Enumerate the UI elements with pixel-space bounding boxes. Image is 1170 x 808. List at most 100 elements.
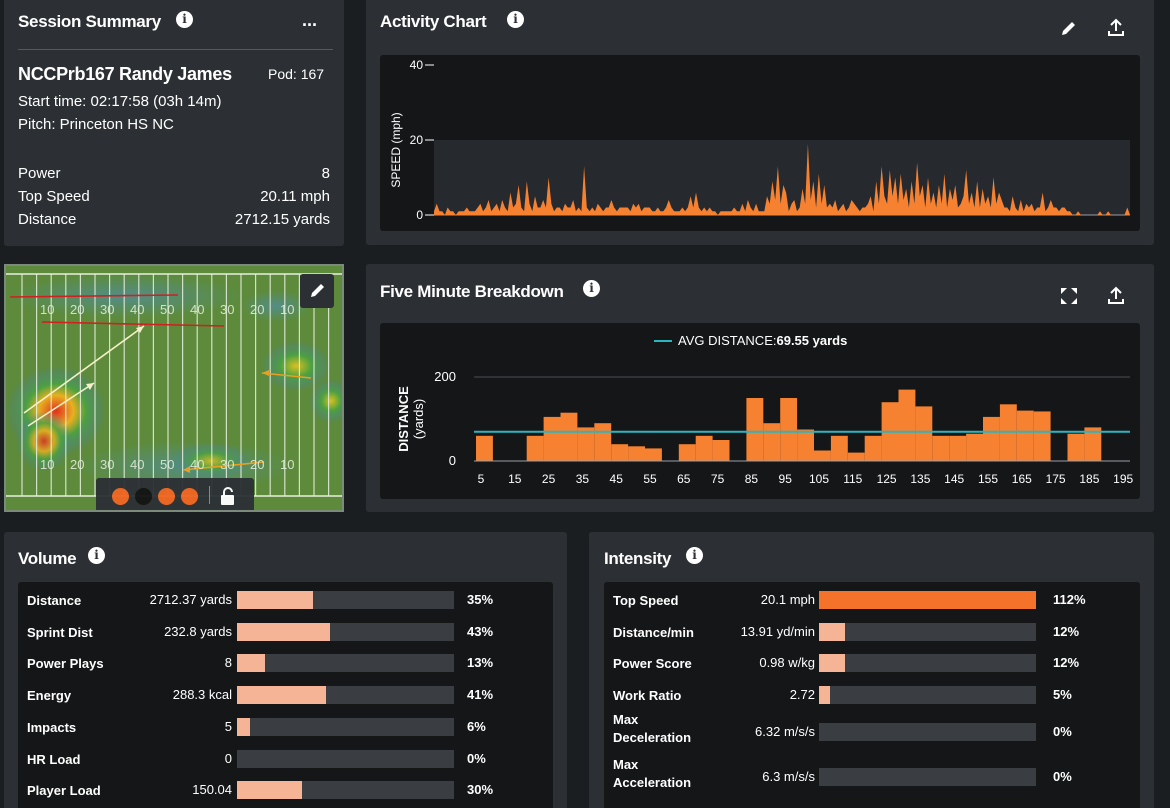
distance-bar[interactable] <box>949 435 967 461</box>
metric-row: Distance/min 13.91 yd/min 12% <box>604 616 1140 646</box>
metric-bar-fill <box>237 622 331 641</box>
metric-bar-fill <box>237 654 266 673</box>
distance-bar[interactable] <box>678 444 696 461</box>
intensity-title: Intensity <box>604 549 672 568</box>
metric-bar <box>819 722 1036 741</box>
x-tick-label: 145 <box>944 472 964 486</box>
distance-bar[interactable] <box>780 398 798 461</box>
metric-percent: 13% <box>467 655 494 671</box>
export-icon[interactable] <box>1105 17 1127 39</box>
distance-bar[interactable] <box>712 440 730 461</box>
player-dot[interactable] <box>112 488 129 505</box>
distance-bar[interactable] <box>645 448 662 461</box>
volume-card: Volume i Distance 2712.37 yards 35% Sprint … <box>4 532 567 808</box>
yard-number: 40 <box>190 302 205 317</box>
distance-bar[interactable] <box>594 423 612 461</box>
distance-bar[interactable] <box>628 446 645 461</box>
distance-bar[interactable] <box>476 435 493 461</box>
y-axis-label-line2: (yards) <box>411 399 426 439</box>
metric-label-line: Max <box>613 711 639 727</box>
metric-value: 8 <box>224 655 232 671</box>
metric-bar-fill <box>819 686 830 705</box>
metric-value: 288.3 kcal <box>172 687 232 703</box>
yard-number: 40 <box>130 302 145 317</box>
metric-row: Energy 288.3 kcal 41% <box>18 679 553 709</box>
distance-bar[interactable] <box>983 416 1000 461</box>
distance-bar[interactable] <box>814 450 831 462</box>
x-tick-label: 15 <box>508 472 522 486</box>
five-minute-card: Five Minute Breakdown i AVG DISTANCE: 69… <box>366 264 1154 512</box>
info-icon[interactable]: i <box>88 547 105 564</box>
yard-number: 40 <box>190 457 205 472</box>
distance-bar[interactable] <box>577 427 595 461</box>
distance-bar[interactable] <box>830 435 848 461</box>
distance-bar[interactable] <box>932 435 950 461</box>
info-icon[interactable]: i <box>583 280 600 297</box>
distance-bar[interactable] <box>763 423 781 461</box>
expand-icon[interactable] <box>1058 285 1080 307</box>
distance-bar[interactable] <box>847 452 865 461</box>
divider <box>209 486 210 504</box>
stat-power: Power 8 <box>18 165 330 182</box>
edit-field-button[interactable] <box>300 274 334 308</box>
field-heatmap[interactable]: 10 20 30 40 50 40 30 20 10 10 20 30 40 50 40 30 20 10 <box>4 264 344 512</box>
stat-value: 8 <box>321 165 330 182</box>
activity-chart-title: Activity Chart <box>380 12 487 31</box>
distance-bar[interactable] <box>1084 427 1102 461</box>
more-options-button[interactable]: ... <box>302 10 318 30</box>
distance-bar[interactable] <box>746 398 764 461</box>
x-tick-label: 25 <box>542 472 556 486</box>
five-minute-title: Five Minute Breakdown <box>380 282 564 301</box>
metric-bar-fill <box>237 591 313 609</box>
distance-bar[interactable] <box>1033 411 1051 461</box>
player-dot[interactable] <box>135 488 152 505</box>
unlock-icon[interactable] <box>218 486 238 506</box>
metric-percent: 30% <box>467 782 494 798</box>
yard-number: 40 <box>130 457 145 472</box>
intensity-card: Intensity i Top Speed 20.1 mph 112% Distanc… <box>589 532 1154 808</box>
metric-value: 6.32 m/s/s <box>755 723 815 739</box>
pitch: Pitch: Princeton HS NC <box>18 116 174 133</box>
info-icon[interactable]: i <box>176 11 193 28</box>
distance-bar[interactable] <box>695 435 713 461</box>
metric-percent: 0% <box>1053 723 1072 739</box>
distance-bar[interactable] <box>526 435 544 461</box>
speed-series <box>434 143 1130 215</box>
distance-bar[interactable] <box>864 435 882 461</box>
distance-bar[interactable] <box>560 412 578 461</box>
distance-bar[interactable] <box>966 433 983 461</box>
yard-number: 10 <box>40 457 55 472</box>
metric-row: Player Load 150.04 30% <box>18 774 553 804</box>
metric-percent: 41% <box>467 687 494 703</box>
export-icon[interactable] <box>1105 285 1127 307</box>
x-tick-label: 175 <box>1046 472 1066 486</box>
yard-number: 30 <box>220 302 235 317</box>
metric-value: 232.8 yards <box>164 623 232 639</box>
info-icon[interactable]: i <box>686 547 703 564</box>
x-tick-label: 195 <box>1113 472 1133 486</box>
metric-label: Work Ratio <box>613 688 682 704</box>
y-tick-label: 40 <box>410 58 424 72</box>
metric-label: Player Load <box>27 783 101 799</box>
distance-bar[interactable] <box>611 444 629 461</box>
distance-bar[interactable] <box>797 429 814 462</box>
metric-bar-fill <box>237 686 326 705</box>
yard-number: 10 <box>40 302 55 317</box>
player-dot[interactable] <box>181 488 198 505</box>
y-axis-label: DISTANCE (yards) <box>396 386 426 452</box>
metric-bar <box>819 591 1036 609</box>
edit-icon[interactable] <box>1058 17 1080 39</box>
player-dot-bar <box>96 478 254 510</box>
info-icon[interactable]: i <box>507 11 524 28</box>
distance-bar[interactable] <box>1067 433 1085 461</box>
metric-label-line: Max <box>613 756 639 772</box>
metric-label: Max Acceleration <box>613 756 691 792</box>
metric-bar <box>237 686 454 705</box>
distance-bar[interactable] <box>898 389 916 461</box>
player-dot[interactable] <box>158 488 175 505</box>
distance-bar[interactable] <box>543 416 561 461</box>
x-tick-label: 155 <box>978 472 998 486</box>
legend-label: AVG DISTANCE: <box>678 333 777 348</box>
distance-bar[interactable] <box>915 406 933 461</box>
distance-bar[interactable] <box>1016 410 1034 461</box>
